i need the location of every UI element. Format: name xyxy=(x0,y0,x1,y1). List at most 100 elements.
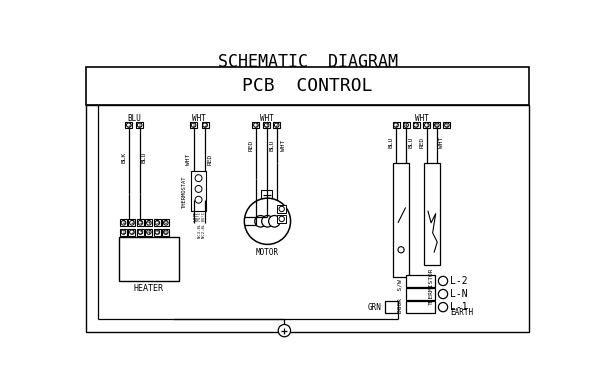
Bar xyxy=(424,163,440,265)
Circle shape xyxy=(404,123,409,127)
Text: 3: 3 xyxy=(139,230,142,235)
Circle shape xyxy=(121,221,126,225)
Bar xyxy=(136,122,143,128)
Text: 1: 1 xyxy=(254,123,258,128)
Circle shape xyxy=(244,198,290,244)
Circle shape xyxy=(254,123,258,127)
Circle shape xyxy=(191,123,196,127)
Text: L-2: L-2 xyxy=(450,276,467,286)
Circle shape xyxy=(195,196,202,203)
Circle shape xyxy=(127,123,131,127)
Text: WHT: WHT xyxy=(194,212,199,221)
Bar xyxy=(145,219,152,226)
Text: PCB  CONTROL: PCB CONTROL xyxy=(242,77,373,95)
Bar xyxy=(443,122,451,128)
Circle shape xyxy=(262,216,273,227)
Text: THERMOSTAT: THERMOSTAT xyxy=(182,175,187,208)
Text: DOOR  S/W: DOOR S/W xyxy=(398,279,403,313)
Text: RED: RED xyxy=(248,140,254,151)
Circle shape xyxy=(130,221,134,225)
Bar xyxy=(263,122,270,128)
Circle shape xyxy=(155,221,160,225)
Circle shape xyxy=(278,325,290,337)
Bar xyxy=(128,229,136,235)
Text: NC2.8L 85°C: NC2.8L 85°C xyxy=(202,212,206,238)
Circle shape xyxy=(445,123,449,127)
Bar xyxy=(394,163,409,277)
Circle shape xyxy=(425,123,429,127)
Text: 1: 1 xyxy=(122,230,125,235)
Bar xyxy=(277,205,286,213)
Bar xyxy=(424,122,430,128)
Text: HEATER: HEATER xyxy=(134,285,164,293)
Text: WHT: WHT xyxy=(281,140,286,151)
Text: BLU: BLU xyxy=(142,152,147,163)
Text: BLU: BLU xyxy=(409,136,413,147)
Text: MOTOR: MOTOR xyxy=(256,248,279,257)
Text: 1: 1 xyxy=(425,123,429,128)
Bar xyxy=(119,237,179,281)
Text: WHT: WHT xyxy=(193,114,206,123)
Circle shape xyxy=(398,247,404,253)
Bar xyxy=(137,229,144,235)
Text: RED: RED xyxy=(419,136,425,147)
Bar xyxy=(154,219,161,226)
Circle shape xyxy=(265,123,269,127)
Bar xyxy=(190,122,197,128)
Circle shape xyxy=(138,230,143,234)
Circle shape xyxy=(255,216,266,227)
Bar xyxy=(120,219,127,226)
Bar xyxy=(277,215,286,223)
Bar xyxy=(253,122,259,128)
Text: EARTH: EARTH xyxy=(450,308,473,317)
Circle shape xyxy=(274,123,279,127)
Text: WHT: WHT xyxy=(186,154,191,165)
Circle shape xyxy=(164,230,168,234)
Text: WHT: WHT xyxy=(415,114,428,123)
Circle shape xyxy=(439,290,448,299)
Circle shape xyxy=(434,123,439,127)
Circle shape xyxy=(195,175,202,182)
Bar xyxy=(413,122,419,128)
Bar xyxy=(406,301,436,313)
Text: WHT: WHT xyxy=(260,114,274,123)
Text: 2: 2 xyxy=(127,123,131,128)
Text: 6: 6 xyxy=(435,123,439,128)
Circle shape xyxy=(269,216,280,227)
Text: 2: 2 xyxy=(394,123,398,128)
Text: 6: 6 xyxy=(164,220,167,225)
Bar xyxy=(406,275,436,287)
Text: SCHEMATIC  DIAGRAM: SCHEMATIC DIAGRAM xyxy=(218,53,398,71)
Text: NC3.8L 75°C: NC3.8L 75°C xyxy=(198,212,202,238)
Circle shape xyxy=(137,123,142,127)
Text: 2: 2 xyxy=(275,123,278,128)
Circle shape xyxy=(146,230,151,234)
Bar xyxy=(125,122,133,128)
Bar xyxy=(163,219,169,226)
Circle shape xyxy=(138,221,143,225)
Text: L-1: L-1 xyxy=(450,302,467,312)
Bar xyxy=(128,219,136,226)
Text: BLU: BLU xyxy=(269,140,274,151)
Text: BLK: BLK xyxy=(122,152,127,163)
Circle shape xyxy=(279,206,284,212)
Text: RED: RED xyxy=(208,154,212,165)
Text: 1: 1 xyxy=(138,123,142,128)
Text: L-N: L-N xyxy=(450,289,467,299)
Bar xyxy=(202,122,209,128)
Circle shape xyxy=(394,123,398,127)
Bar xyxy=(86,67,529,105)
Text: BLU: BLU xyxy=(127,114,141,123)
Text: WHT: WHT xyxy=(439,136,444,147)
Circle shape xyxy=(155,230,160,234)
Bar xyxy=(191,171,206,211)
Bar xyxy=(145,229,152,235)
Text: BLU: BLU xyxy=(389,136,394,147)
Text: 4: 4 xyxy=(147,230,151,235)
Text: 1: 1 xyxy=(191,123,196,128)
Text: 6: 6 xyxy=(164,230,167,235)
Circle shape xyxy=(203,123,208,127)
Circle shape xyxy=(121,230,126,234)
Bar xyxy=(406,288,436,300)
Text: 2: 2 xyxy=(130,230,134,235)
